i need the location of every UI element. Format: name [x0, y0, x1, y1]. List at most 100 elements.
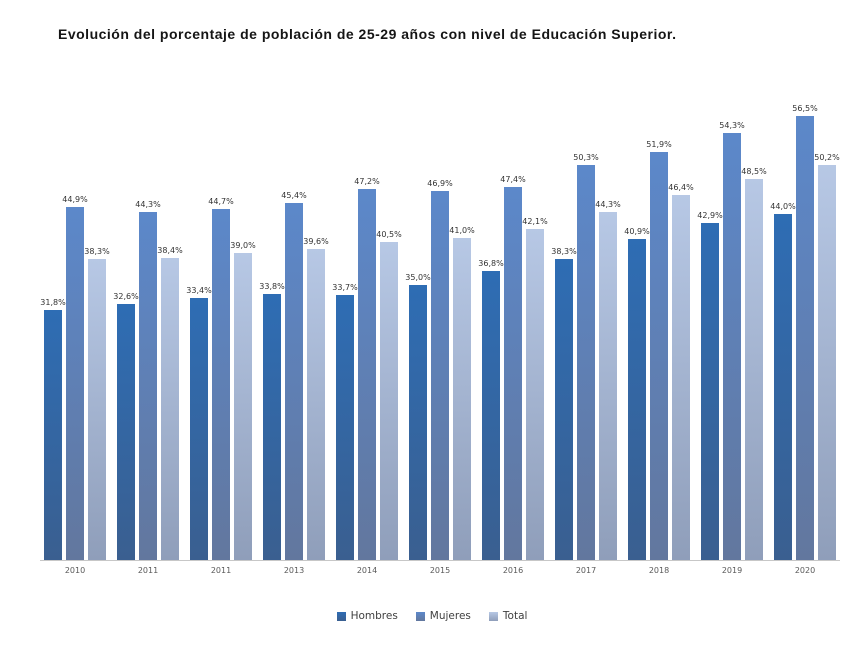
bar-mujeres-2019: 54,3% — [719, 121, 745, 560]
bar-mujeres-2017: 50,3% — [573, 153, 599, 560]
bar-total-2011: 38,4% — [157, 246, 183, 560]
x-axis-label-10: 2020 — [794, 566, 816, 575]
bar-value-label: 54,3% — [719, 121, 745, 131]
bar-total-2010: 38,3% — [84, 247, 110, 560]
bar-value-label: 33,8% — [259, 282, 285, 292]
bar-total-2014: 40,5% — [376, 230, 402, 560]
legend-label: Mujeres — [429, 610, 471, 622]
bar-hombres-2017: 38,3% — [551, 247, 577, 560]
bar-value-label: 44,0% — [770, 202, 796, 212]
bar-group-2015-5: 35,0% 46,9% 41,0% — [405, 75, 475, 560]
bar-hombres-2018: 40,9% — [624, 227, 650, 560]
bar-total-2019: 48,5% — [741, 167, 767, 560]
bar-value-label: 44,9% — [62, 195, 88, 205]
bar-mujeres-2018: 51,9% — [646, 140, 672, 560]
legend-swatch-icon — [336, 611, 346, 621]
bar-value-label: 50,2% — [814, 153, 840, 163]
x-axis-label-6: 2016 — [502, 566, 524, 575]
bar-mujeres-2010: 44,9% — [62, 195, 88, 560]
bar-value-label: 38,3% — [551, 246, 577, 256]
bar-value-label: 39,6% — [303, 236, 329, 246]
bar-value-label: 45,4% — [281, 191, 307, 201]
bar-hombres-2011: 32,6% — [113, 292, 139, 560]
bar-value-label: 51,9% — [646, 140, 672, 149]
bar-value-label: 39,0% — [230, 241, 256, 251]
x-axis-label-3: 2013 — [283, 566, 305, 575]
bar-group-2018-8: 40,9% 51,9% 46,4% — [624, 75, 694, 560]
bar-total-2020: 50,2% — [814, 153, 840, 560]
bar-total-2013: 39,6% — [303, 237, 329, 560]
bar-value-label: 42,9% — [697, 210, 723, 220]
bar-total-2011: 39,0% — [230, 241, 256, 560]
bar-mujeres-2011: 44,7% — [208, 197, 234, 560]
bar-group-2017-7: 38,3% 50,3% 44,3% — [551, 75, 621, 560]
bar-hombres-2015: 35,0% — [405, 273, 431, 560]
x-axis-label-8: 2018 — [648, 566, 670, 575]
bar-value-label: 40,5% — [376, 229, 402, 239]
bar-value-label: 50,3% — [573, 152, 599, 162]
bar-total-2016: 42,1% — [522, 217, 548, 560]
x-axis: 2010 2011 2011 2013 2014 2015 2016 2017 2018 2019… — [40, 566, 840, 575]
bar-value-label: 44,3% — [595, 199, 621, 209]
bar-group-2011-1: 32,6% 44,3% 38,4% — [113, 75, 183, 560]
bar-value-label: 41,0% — [449, 225, 475, 235]
bar-hombres-2020: 44,0% — [770, 202, 796, 560]
bar-mujeres-2013: 45,4% — [281, 191, 307, 560]
bar-value-label: 40,9% — [624, 226, 650, 236]
bar-group-2016-6: 36,8% 47,4% 42,1% — [478, 75, 548, 560]
legend-swatch-icon — [415, 611, 425, 621]
bar-value-label: 33,4% — [186, 285, 212, 295]
bar-hombres-2013: 33,8% — [259, 282, 285, 560]
x-axis-label-5: 2015 — [429, 566, 451, 575]
bar-mujeres-2016: 47,4% — [500, 175, 526, 560]
bar-mujeres-2014: 47,2% — [354, 177, 380, 560]
legend-item-hombres: Hombres — [336, 610, 398, 622]
bar-value-label: 38,3% — [84, 246, 110, 256]
bar-value-label: 35,0% — [405, 272, 431, 282]
bar-mujeres-2015: 46,9% — [427, 179, 453, 560]
bar-hombres-2019: 42,9% — [697, 211, 723, 560]
bar-total-2018: 46,4% — [668, 183, 694, 560]
bar-total-2017: 44,3% — [595, 200, 621, 560]
bar-group-2013-3: 33,8% 45,4% 39,6% — [259, 75, 329, 560]
bar-group-2019-9: 42,9% 54,3% 48,5% — [697, 75, 767, 560]
bar-group-2020-10: 44,0% 56,5% 50,2% — [770, 75, 840, 560]
bar-mujeres-2011: 44,3% — [135, 200, 161, 560]
legend-label: Total — [502, 610, 528, 622]
bar-group-2011-2: 33,4% 44,7% 39,0% — [186, 75, 256, 560]
legend-label: Hombres — [350, 610, 398, 622]
bar-total-2015: 41,0% — [449, 226, 475, 560]
bar-value-label: 47,4% — [500, 175, 526, 185]
bar-value-label: 56,5% — [792, 103, 818, 113]
legend-item-mujeres: Mujeres — [415, 610, 471, 622]
bar-value-label: 47,2% — [354, 177, 380, 186]
bar-value-label: 31,8% — [40, 298, 66, 307]
chart-title: Evolución del porcentaje de población de… — [58, 26, 677, 42]
bar-value-label: 46,9% — [427, 179, 453, 189]
bar-mujeres-2020: 56,5% — [792, 104, 818, 560]
legend-item-total: Total — [488, 610, 528, 622]
bar-value-label: 42,1% — [522, 217, 548, 227]
x-axis-label-2: 2011 — [210, 566, 232, 575]
bar-group-2014-4: 33,7% 47,2% 40,5% — [332, 75, 402, 560]
bar-value-label: 32,6% — [113, 291, 139, 301]
bar-value-label: 48,5% — [741, 166, 767, 176]
bar-group-2010-0: 31,8% 44,9% 38,3% — [40, 75, 110, 560]
plot-area: 31,8% 44,9% 38,3% 32,6% 44,3% 38,4% 33,4% 44,7%… — [40, 75, 840, 561]
x-axis-label-1: 2011 — [137, 566, 159, 575]
legend: Hombres Mujeres Total — [0, 610, 864, 622]
bar-hombres-2010: 31,8% — [40, 298, 66, 560]
bar-value-label: 46,4% — [668, 183, 694, 193]
bar-value-label: 36,8% — [478, 258, 504, 268]
bar-value-label: 44,7% — [208, 196, 234, 206]
bar-hombres-2014: 33,7% — [332, 283, 358, 560]
bar-hombres-2011: 33,4% — [186, 286, 212, 560]
bar-value-label: 44,3% — [135, 199, 161, 209]
bar-hombres-2016: 36,8% — [478, 259, 504, 560]
x-axis-label-9: 2019 — [721, 566, 743, 575]
x-axis-label-7: 2017 — [575, 566, 597, 575]
x-axis-label-4: 2014 — [356, 566, 378, 575]
bar-value-label: 38,4% — [157, 246, 183, 256]
legend-swatch-icon — [488, 611, 498, 621]
